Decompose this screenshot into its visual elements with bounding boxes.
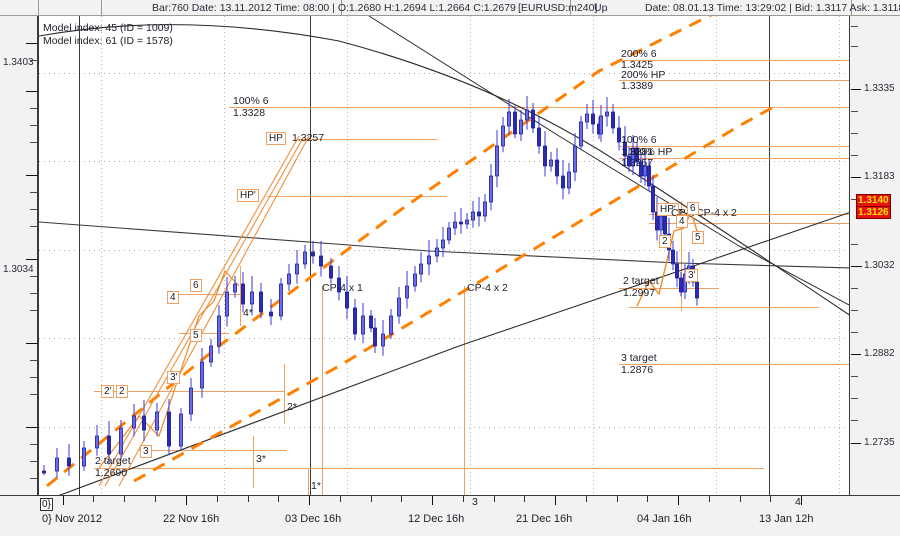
cp4x2-right-label: CP-4 x 2 xyxy=(696,207,737,219)
chart-vector-layer xyxy=(39,16,849,495)
right-price-axis[interactable]: 1.3335 1.3183 1.3032 1.2882 1.2735 1.314… xyxy=(851,16,900,511)
level-line-hp-prime xyxy=(267,196,447,197)
level-label-3-target-value: 1.2876 xyxy=(621,364,654,376)
level-line-right-lower xyxy=(629,307,819,308)
level-label-200-6-value: 1.3425 xyxy=(621,59,654,71)
header-symbol: [EURUSD:m240] xyxy=(518,2,598,14)
wave-label-5-left: 5 xyxy=(190,329,202,342)
wave-label-2-right: 2 xyxy=(659,235,671,248)
level-label-200-hp-title: 200% HP xyxy=(621,69,666,81)
wave-label-2-left: 2 xyxy=(116,385,128,398)
header-quote-status: Date: 08.01.13 Time: 13:29:02 | Bid: 1.3… xyxy=(645,2,900,14)
level-line-hp-prime-right xyxy=(649,214,849,215)
model-index-line-2: Model index: 61 (ID = 1578) xyxy=(43,35,173,47)
model-index-line-1: Model index: 45 (ID = 1009) xyxy=(43,22,173,34)
wave-label-4-left: 4 xyxy=(167,291,179,304)
proj-marker-1star xyxy=(308,468,309,495)
bid-price-tag: 1.3126 xyxy=(856,206,891,219)
proj-marker-cp4x1 xyxy=(322,286,323,495)
header-trend: Up xyxy=(594,2,608,14)
left-price-axis[interactable]: 1.3403 1.3034 xyxy=(0,16,38,511)
level-line-2-target-right xyxy=(619,288,719,289)
time-axis[interactable]: 0} Nov 2012 22 Nov 16h 03 Dec 16h 12 Dec… xyxy=(0,495,900,536)
proj-marker-2star xyxy=(284,364,285,424)
wave-label-5-right: 5 xyxy=(692,231,704,244)
right-axis-label-5: 1.2735 xyxy=(864,437,895,448)
time-label-6: 04 Jan 16h xyxy=(637,513,692,525)
wave-label-6-right: 6 xyxy=(687,202,699,215)
level-line-5-marker xyxy=(179,333,229,334)
proj-marker-3star xyxy=(253,436,254,488)
hp-prime-right-box: HP' xyxy=(657,203,679,216)
level-line-2-target-left xyxy=(94,468,764,469)
bottom-marker-4: 4 xyxy=(795,496,801,508)
hp-price-label: 1.3257 xyxy=(292,132,325,144)
time-label-2: 22 Nov 16h xyxy=(163,513,220,525)
time-label-7: 13 Jan 12h xyxy=(759,513,814,525)
level-line-4-marker xyxy=(167,294,240,295)
level-line-200-6 xyxy=(619,60,849,61)
level-label-2-target-right-value: 1.2997 xyxy=(623,287,656,299)
cp4x1-label: CP-4 x 1 xyxy=(322,282,363,294)
level-label-2-target-left-value: 1.2690 xyxy=(95,467,128,479)
right-axis-label-4: 1.2882 xyxy=(864,348,895,359)
level-label-100-6-l-title: 100% 6 xyxy=(233,95,269,107)
level-line-3-marker xyxy=(139,450,287,451)
level-label-100-hp-title: 100% HP xyxy=(628,146,673,158)
time-label-1: 0} Nov 2012 xyxy=(42,513,102,525)
level-line-3-target xyxy=(619,364,849,365)
price-plot-area[interactable]: Model index: 45 (ID = 1009) Model index:… xyxy=(38,16,850,495)
level-label-2-target-left-title: 2 target xyxy=(95,455,131,467)
proj-label-3star: 3* xyxy=(256,453,266,465)
proj-label-1star: 1* xyxy=(311,480,321,492)
proj-label-4star: 4* xyxy=(243,307,253,319)
proj-label-2star: 2* xyxy=(287,401,297,413)
wave-label-2prime-left: 2' xyxy=(101,385,115,398)
level-line-hp xyxy=(297,139,437,140)
cp4x2-mid-label: CP-4 x 2 xyxy=(467,282,508,294)
time-label-5: 21 Dec 16h xyxy=(516,513,573,525)
wave-label-6-left: 6 xyxy=(190,279,202,292)
right-axis-label-2: 1.3183 xyxy=(864,171,895,182)
bottom-marker-3: 3 xyxy=(472,496,478,508)
level-label-200-hp-value: 1.3389 xyxy=(621,80,654,92)
time-label-3: 03 Dec 16h xyxy=(285,513,342,525)
header-ohlc-status: Bar:760 Date: 13.11.2012 Time: 08:00 | O… xyxy=(152,2,516,14)
wave-label-3prime-left: 3' xyxy=(167,371,181,384)
proj-marker-4star xyxy=(240,266,241,326)
left-axis-label-1: 1.3403 xyxy=(3,57,34,68)
level-label-100-hp-value: 1.3257 xyxy=(621,157,654,169)
status-header: Bar:760 Date: 13.11.2012 Time: 08:00 | O… xyxy=(0,0,900,16)
level-line-2-marker xyxy=(94,391,284,392)
bottom-marker-0: 0} xyxy=(40,498,53,511)
proj-marker-cp4x2b xyxy=(681,201,682,311)
level-label-2-target-right-title: 2 target xyxy=(623,275,659,287)
level-label-100-6-l-value: 1.3328 xyxy=(233,107,266,119)
level-label-200-6-title: 200% 6 xyxy=(621,48,657,60)
right-axis-label-3: 1.3032 xyxy=(864,260,895,271)
level-line-cp4-right xyxy=(649,223,849,224)
level-line-100-hp xyxy=(619,158,849,159)
level-label-100-6-r-title: 100% 6 xyxy=(621,134,657,146)
hp-marker-box: HP xyxy=(266,132,286,145)
left-axis-label-2: 1.3034 xyxy=(3,264,34,275)
right-axis-label-1: 1.3335 xyxy=(864,83,895,94)
level-label-3-target-title: 3 target xyxy=(621,352,657,364)
level-line-200-hp xyxy=(619,80,849,81)
wave-label-4-right: 4 xyxy=(676,215,688,228)
wave-label-3-left: 3 xyxy=(140,445,152,458)
cp4-right-overlap-label: CP-4 xyxy=(671,207,695,219)
time-label-4: 12 Dec 16h xyxy=(408,513,465,525)
wave-label-3prime-right: 3' xyxy=(685,269,699,282)
hp-prime-marker-box: HP' xyxy=(237,189,259,202)
level-line-100-6-r xyxy=(619,146,849,147)
level-label-100-6-r-value: 1.3281 xyxy=(621,146,654,158)
level-line-100-6-l xyxy=(229,107,849,108)
proj-marker-cp4x2 xyxy=(464,286,465,495)
